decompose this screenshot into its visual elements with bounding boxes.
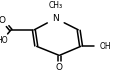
Text: O: O [56, 63, 63, 72]
Text: CH₃: CH₃ [49, 1, 63, 10]
Text: N: N [52, 14, 59, 23]
Text: HO: HO [0, 36, 8, 45]
Text: OH: OH [99, 42, 111, 51]
Text: O: O [0, 16, 6, 24]
